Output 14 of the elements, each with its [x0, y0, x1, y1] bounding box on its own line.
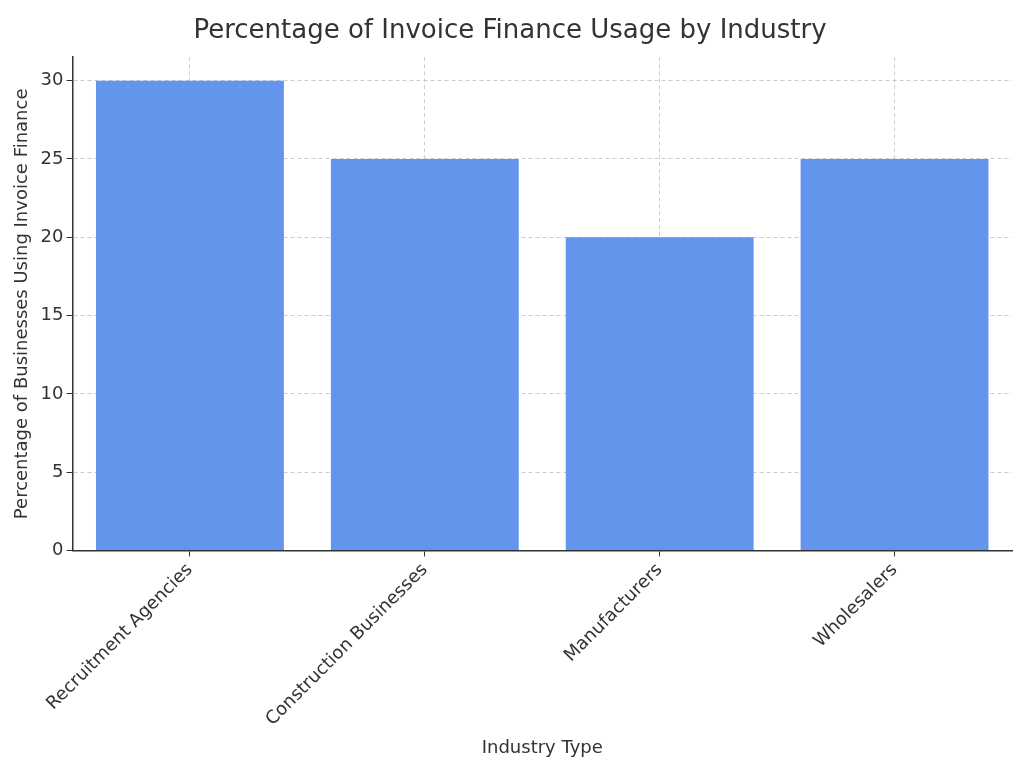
y-tick-label: 25 [40, 146, 64, 168]
y-axis-title: Percentage of Businesses Using Invoice Finance [10, 88, 32, 520]
bar [565, 237, 754, 550]
y-tick-label: 0 [52, 538, 64, 560]
y-tick-label: 20 [40, 224, 64, 246]
y-tick-label: 15 [40, 303, 64, 325]
y-tick-label: 10 [40, 381, 64, 403]
chart-title: Percentage of Invoice Finance Usage by Industry [193, 14, 827, 45]
x-axis-title: Industry Type [481, 735, 603, 757]
y-tick-label: 30 [40, 68, 64, 90]
bar [95, 80, 284, 550]
y-tick-label: 5 [52, 459, 64, 481]
bar [800, 158, 989, 550]
bar [330, 158, 519, 550]
